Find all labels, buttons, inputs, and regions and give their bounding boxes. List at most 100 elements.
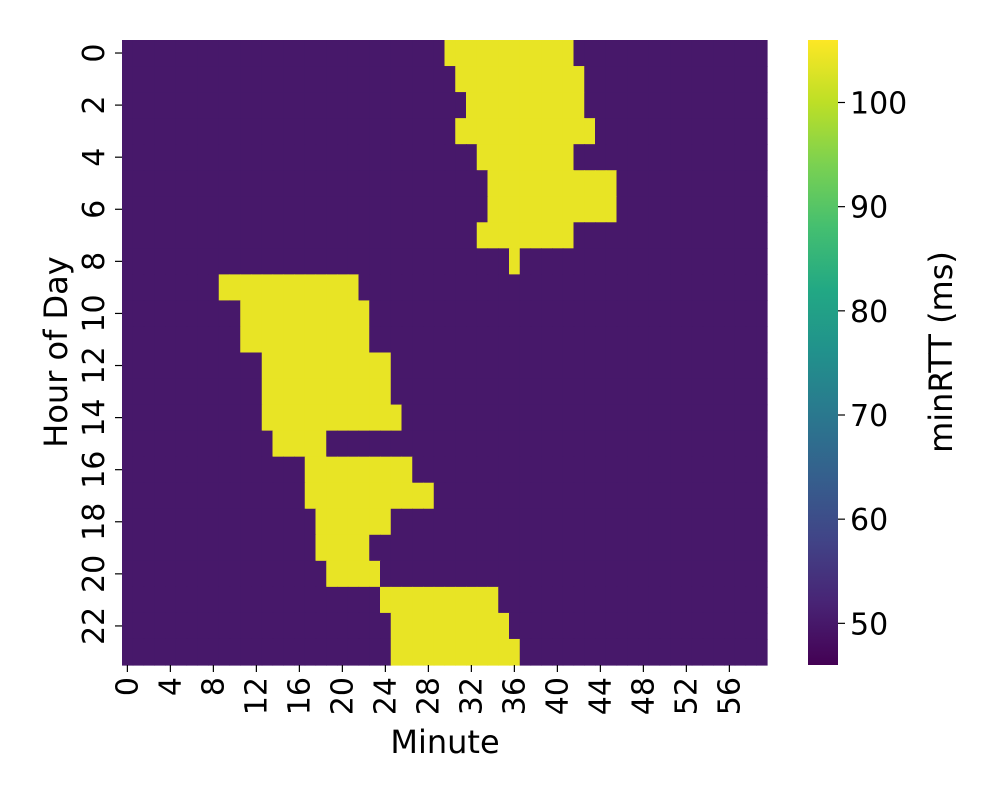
- heatmap-cell: [487, 274, 499, 302]
- heatmap-cell: [670, 404, 682, 432]
- heatmap-cell: [584, 456, 596, 484]
- heatmap-cell: [165, 144, 177, 171]
- heatmap-cell: [165, 92, 177, 119]
- heatmap-cell: [337, 612, 349, 640]
- heatmap-cell: [530, 456, 542, 484]
- heatmap-cell: [326, 352, 338, 380]
- heatmap-cell: [401, 274, 413, 302]
- x-tick-label: 0: [110, 677, 145, 696]
- heatmap-cell: [498, 274, 510, 302]
- heatmap-cell: [304, 222, 317, 249]
- heatmap-cell: [326, 248, 338, 275]
- heatmap-cell: [132, 92, 145, 119]
- heatmap-cell: [638, 118, 650, 145]
- heatmap-cell: [573, 118, 585, 145]
- heatmap-cell: [702, 534, 714, 562]
- heatmap-cell: [745, 144, 757, 171]
- heatmap-cell: [218, 352, 231, 380]
- heatmap-cell: [681, 378, 693, 406]
- heatmap-cell: [218, 508, 231, 536]
- heatmap-cell: [627, 92, 639, 119]
- heatmap-cell: [358, 326, 370, 354]
- heatmap-cell: [466, 40, 478, 67]
- heatmap-cell: [304, 352, 317, 380]
- heatmap-cell: [476, 222, 489, 249]
- heatmap-cell: [573, 456, 585, 484]
- heatmap-cell: [154, 508, 166, 536]
- heatmap-cell: [627, 248, 639, 275]
- heatmap-cell: [638, 144, 650, 171]
- heatmap-cell: [423, 612, 435, 640]
- heatmap-cell: [390, 92, 403, 119]
- heatmap-cell: [541, 560, 553, 588]
- heatmap-cell: [530, 326, 542, 354]
- heatmap-cell: [132, 352, 145, 380]
- heatmap-cell: [272, 560, 284, 588]
- heatmap-cell: [455, 248, 467, 275]
- heatmap-cell: [240, 144, 252, 171]
- heatmap-cell: [358, 352, 370, 380]
- heatmap-cell: [691, 638, 704, 666]
- heatmap-cell: [412, 170, 424, 197]
- heatmap-cell: [294, 352, 306, 380]
- heatmap-cell: [197, 66, 209, 93]
- heatmap-cell: [648, 326, 661, 354]
- heatmap-cell: [734, 508, 747, 536]
- heatmap-cell: [165, 300, 177, 328]
- heatmap-cell: [530, 638, 542, 666]
- heatmap-cell: [466, 196, 478, 223]
- heatmap-cell: [616, 378, 628, 406]
- heatmap-cell: [466, 326, 478, 354]
- heatmap-cell: [143, 92, 155, 119]
- heatmap-cell: [326, 534, 338, 562]
- heatmap-cell: [605, 560, 618, 588]
- heatmap-cell: [562, 638, 575, 666]
- heatmap-cell: [713, 248, 725, 275]
- heatmap-cell: [401, 508, 413, 536]
- heatmap-cell: [444, 326, 456, 354]
- heatmap-cell: [143, 378, 155, 406]
- heatmap-cell: [380, 456, 392, 484]
- heatmap-cell: [143, 144, 155, 171]
- heatmap-cell: [412, 638, 424, 666]
- heatmap-cell: [175, 560, 188, 588]
- heatmap-cell: [455, 118, 467, 145]
- heatmap-cell: [756, 144, 768, 171]
- heatmap-cell: [498, 196, 510, 223]
- heatmap-cell: [272, 352, 284, 380]
- heatmap-cell: [240, 534, 252, 562]
- heatmap-cell: [272, 378, 284, 406]
- heatmap-cell: [745, 612, 757, 640]
- heatmap-cell: [724, 326, 736, 354]
- heatmap-cell: [584, 66, 596, 93]
- heatmap-cell: [186, 92, 198, 119]
- heatmap-cell: [702, 248, 714, 275]
- heatmap-cell: [734, 144, 747, 171]
- heatmap-cell: [498, 300, 510, 328]
- heatmap-cell: [562, 92, 575, 119]
- heatmap-cell: [175, 144, 188, 171]
- heatmap-cell: [605, 378, 618, 406]
- heatmap-cell: [681, 560, 693, 588]
- heatmap-cell: [283, 66, 295, 93]
- heatmap-cell: [229, 534, 241, 562]
- heatmap-cell: [724, 92, 736, 119]
- heatmap-cell: [595, 508, 607, 536]
- heatmap-cell: [648, 456, 661, 484]
- heatmap-cell: [691, 586, 704, 614]
- heatmap-cell: [337, 560, 349, 588]
- heatmap-cell: [552, 274, 564, 302]
- heatmap-cell: [122, 586, 134, 614]
- heatmap-cell: [691, 222, 704, 249]
- heatmap-cell: [691, 404, 704, 432]
- heatmap-cell: [659, 456, 671, 484]
- heatmap-cell: [132, 430, 145, 458]
- heatmap-cell: [562, 196, 575, 223]
- heatmap-cell: [294, 404, 306, 432]
- heatmap-cell: [326, 430, 338, 458]
- heatmap-cell: [530, 378, 542, 406]
- heatmap-cell: [455, 560, 467, 588]
- heatmap-cell: [627, 274, 639, 302]
- heatmap-cell: [616, 170, 628, 197]
- heatmap-cell: [444, 196, 456, 223]
